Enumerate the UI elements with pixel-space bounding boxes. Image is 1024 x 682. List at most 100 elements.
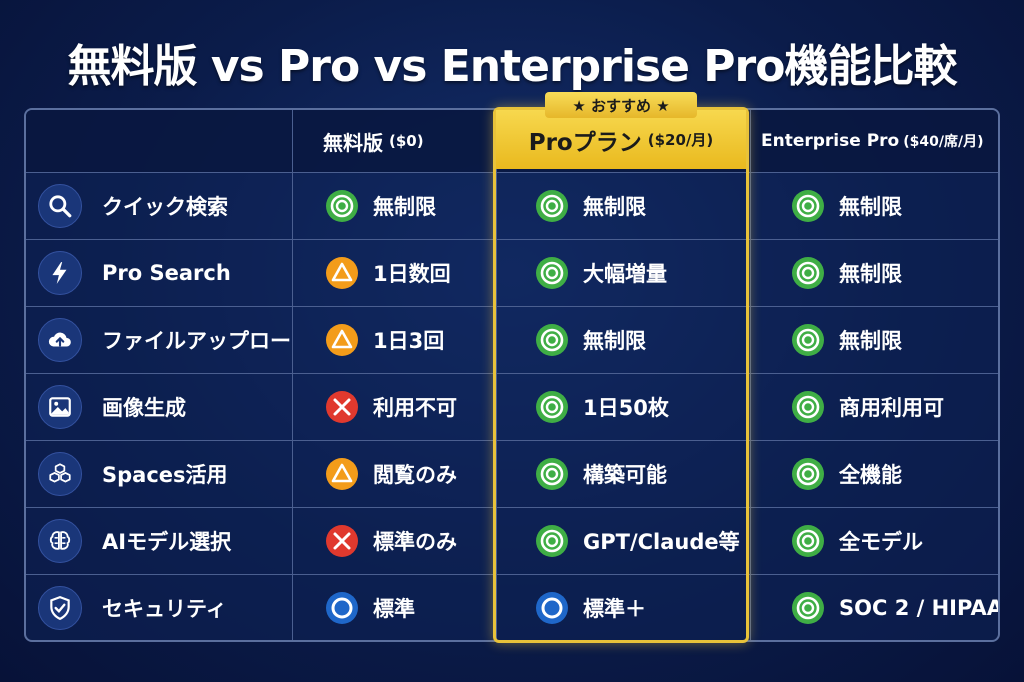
header-feature-cell [26, 110, 292, 172]
enterprise-value-cell: 無制限 [750, 173, 998, 239]
table-row: ファイルアップロード 1日3回 無制限 無制限 [26, 306, 998, 373]
double-circle-mark-icon [792, 458, 824, 490]
header-free-price: ($0) [389, 132, 424, 150]
feature-label: Spaces活用 [102, 463, 228, 487]
header-enterprise: Enterprise Pro ($40/席/月) [750, 110, 998, 172]
lightning-icon [38, 251, 82, 295]
enterprise-value-text: 無制限 [839, 262, 902, 286]
pro-value-cell: GPT/Claude等 [496, 508, 750, 574]
feature-label: クイック検索 [102, 195, 228, 219]
enterprise-value-text: 全機能 [839, 463, 902, 487]
feature-cell: Spaces活用 [26, 441, 292, 507]
header-pro: Proプラン ($20/月) [496, 110, 746, 169]
cross-mark-icon [326, 391, 358, 423]
double-circle-mark-icon [536, 324, 568, 356]
recommended-badge: ★ おすすめ ★ [545, 92, 697, 118]
feature-cell: セキュリティ [26, 575, 292, 640]
double-circle-mark-icon [536, 257, 568, 289]
cubes-icon [38, 452, 82, 496]
pro-value-text: GPT/Claude等 [583, 530, 740, 554]
free-value-cell: 利用不可 [292, 374, 496, 440]
pro-value-cell: 構築可能 [496, 441, 750, 507]
double-circle-mark-icon [792, 257, 824, 289]
enterprise-value-cell: 無制限 [750, 240, 998, 306]
feature-label: セキュリティ [102, 597, 227, 621]
table-row: セキュリティ 標準 標準＋ SOC 2 / HIPAA [26, 574, 1000, 640]
cloud-upload-icon [38, 318, 82, 362]
brain-icon [38, 519, 82, 563]
free-value-cell: 閲覧のみ [292, 441, 496, 507]
enterprise-value-cell: 無制限 [750, 307, 998, 373]
feature-label: Pro Search [102, 261, 231, 285]
enterprise-value-text: 無制限 [839, 195, 902, 219]
double-circle-mark-icon [536, 391, 568, 423]
table-row: 画像生成 利用不可 1日50枚 商用利用可 [26, 373, 998, 440]
cross-mark-icon [326, 525, 358, 557]
enterprise-value-cell: SOC 2 / HIPAA [750, 575, 1000, 640]
free-value-cell: 無制限 [292, 173, 496, 239]
pro-value-text: 構築可能 [583, 463, 667, 487]
comparison-table: 無料版 ($0) Enterprise Pro ($40/席/月) クイック検索… [24, 108, 1000, 642]
table-row: AIモデル選択 標準のみ GPT/Claude等 全モデル [26, 507, 998, 574]
feature-cell: Pro Search [26, 240, 292, 306]
feature-cell: ファイルアップロード [26, 307, 292, 373]
free-value-text: 利用不可 [373, 396, 457, 420]
double-circle-mark-icon [792, 525, 824, 557]
double-circle-mark-icon [326, 190, 358, 222]
page-title: 無料版 vs Pro vs Enterprise Pro機能比較 [67, 41, 958, 92]
enterprise-value-cell: 全モデル [750, 508, 998, 574]
circle-mark-icon [536, 592, 568, 624]
enterprise-value-text: SOC 2 / HIPAA [839, 596, 1000, 620]
double-circle-mark-icon [792, 592, 824, 624]
double-circle-mark-icon [536, 525, 568, 557]
circle-mark-icon [326, 592, 358, 624]
free-value-cell: 1日数回 [292, 240, 496, 306]
search-icon [38, 184, 82, 228]
double-circle-mark-icon [536, 190, 568, 222]
table-row: クイック検索 無制限 無制限 無制限 [26, 172, 998, 239]
feature-label: ファイルアップロード [102, 329, 292, 353]
free-value-text: 標準 [373, 597, 415, 621]
triangle-mark-icon [326, 458, 358, 490]
double-circle-mark-icon [536, 458, 568, 490]
pro-value-cell: 大幅増量 [496, 240, 750, 306]
enterprise-value-text: 全モデル [839, 530, 923, 554]
table-row: Spaces活用 閲覧のみ 構築可能 全機能 [26, 440, 998, 507]
free-value-text: 1日数回 [373, 262, 451, 286]
pro-value-text: 無制限 [583, 329, 646, 353]
pro-value-cell: 1日50枚 [496, 374, 750, 440]
image-icon [38, 385, 82, 429]
double-circle-mark-icon [792, 324, 824, 356]
feature-label: 画像生成 [102, 396, 186, 420]
free-value-cell: 標準のみ [292, 508, 496, 574]
pro-value-text: 無制限 [583, 195, 646, 219]
header-free-name: 無料版 [323, 130, 383, 155]
header-pro-price: ($20/月) [647, 131, 714, 149]
pro-value-text: 1日50枚 [583, 396, 669, 420]
free-value-text: 無制限 [373, 195, 436, 219]
feature-cell: クイック検索 [26, 173, 292, 239]
enterprise-value-cell: 商用利用可 [750, 374, 998, 440]
header-enterprise-price: ($40/席/月) [903, 134, 984, 150]
header-free: 無料版 ($0) [292, 110, 496, 172]
pro-value-cell: 無制限 [496, 173, 750, 239]
pro-value-text: 大幅増量 [583, 262, 667, 286]
enterprise-value-text: 商用利用可 [839, 396, 944, 420]
enterprise-value-text: 無制限 [839, 329, 902, 353]
triangle-mark-icon [326, 257, 358, 289]
header-enterprise-name: Enterprise Pro [761, 131, 900, 151]
double-circle-mark-icon [792, 190, 824, 222]
free-value-text: 1日3回 [373, 329, 445, 353]
enterprise-value-cell: 全機能 [750, 441, 998, 507]
pro-value-cell: 無制限 [496, 307, 750, 373]
header-pro-name: Proプラン [528, 129, 642, 156]
free-value-cell: 1日3回 [292, 307, 496, 373]
free-value-text: 標準のみ [373, 530, 457, 554]
triangle-mark-icon [326, 324, 358, 356]
free-value-cell: 標準 [292, 575, 496, 640]
shield-check-icon [38, 586, 82, 630]
pro-value-text: 標準＋ [583, 597, 646, 621]
feature-label: AIモデル選択 [102, 530, 232, 554]
feature-cell: 画像生成 [26, 374, 292, 440]
feature-cell: AIモデル選択 [26, 508, 292, 574]
